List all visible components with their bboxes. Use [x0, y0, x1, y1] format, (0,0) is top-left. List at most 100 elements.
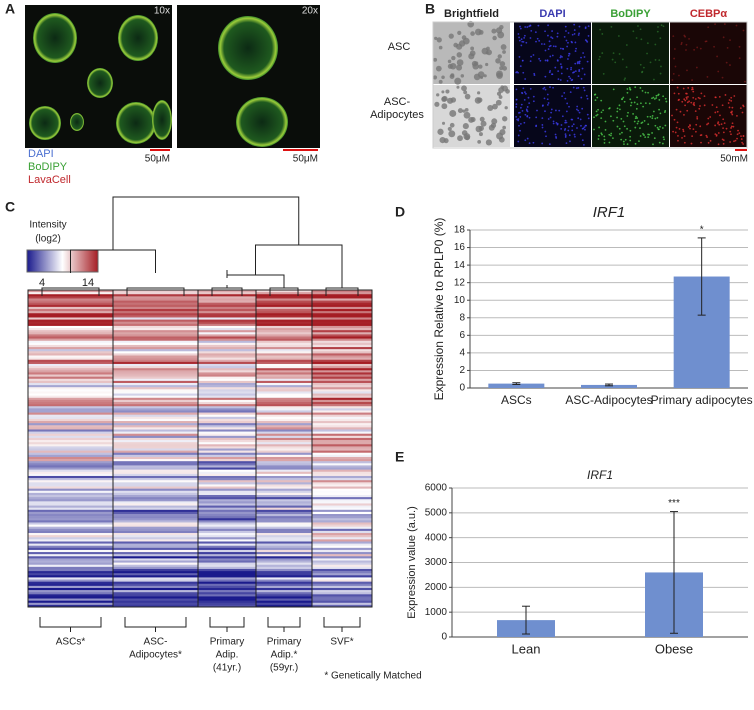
micrograph-speck [457, 108, 463, 114]
heatmap-row [28, 304, 113, 308]
micrograph-speck [722, 131, 725, 134]
heatmap-row [28, 361, 113, 365]
heatmap-row [28, 585, 113, 589]
micrograph-speck [555, 122, 558, 124]
micrograph-speck [597, 138, 600, 140]
heatmap-row [312, 583, 372, 587]
heatmap-row [113, 480, 198, 483]
heatmap-row [256, 450, 312, 454]
micrograph-speck [707, 122, 710, 125]
heatmap-row [256, 516, 312, 519]
heatmap-row [256, 583, 312, 587]
heatmap-row [198, 311, 256, 314]
heatmap-row [312, 399, 372, 403]
heatmap-row [312, 361, 372, 365]
heatmap-row [28, 520, 113, 523]
micrograph-speck [707, 26, 710, 29]
heatmap-row [256, 598, 312, 601]
heatmap-row [28, 467, 113, 470]
y-tick-label: 6000 [425, 483, 448, 494]
micrograph-speck [634, 86, 637, 89]
heatmap-row [198, 330, 256, 333]
heatmap-row [28, 440, 113, 443]
micrograph-speck [629, 139, 632, 142]
heatmap-row [28, 478, 113, 481]
heatmap-row [256, 454, 312, 458]
heatmap-row [256, 359, 312, 363]
heatmap-row [113, 309, 198, 312]
heatmap-row [198, 366, 256, 369]
heatmap-row [113, 566, 198, 570]
micrograph-speck [565, 39, 568, 42]
heatmap-row [198, 511, 256, 515]
heatmap-row [198, 473, 256, 477]
micrograph-speck [728, 99, 731, 101]
heatmap-row [256, 306, 312, 310]
heatmap-row [28, 416, 113, 420]
heatmap-row [198, 292, 256, 295]
micrograph-speck [518, 124, 520, 127]
heatmap-row [28, 296, 113, 299]
micrograph-speck [693, 48, 696, 51]
micrograph-speck [541, 124, 544, 126]
micrograph-speck [677, 139, 679, 142]
heatmap-row [312, 604, 372, 608]
micrograph-speck [610, 25, 613, 28]
heatmap-row [28, 344, 113, 348]
micrograph-speck [578, 70, 581, 73]
micrograph-speck [463, 111, 471, 119]
heatmap-row [113, 395, 198, 399]
heatmap-row [28, 598, 113, 601]
cell [33, 13, 77, 63]
micrograph-speck [456, 43, 463, 50]
heatmap-row [113, 387, 198, 390]
y-tick-label: 18 [454, 225, 466, 236]
heatmap-row [198, 494, 256, 498]
heatmap-row [113, 558, 198, 561]
micrograph-speck [569, 91, 572, 93]
heatmap-row [28, 421, 113, 424]
micrograph-speck [719, 114, 721, 117]
heatmap-row [198, 361, 256, 365]
row-label: ASC [388, 41, 411, 53]
micrograph-speck [646, 42, 649, 45]
micrograph-speck [647, 136, 650, 139]
micrograph-speck [492, 35, 497, 41]
micrograph-speck [648, 102, 651, 105]
heatmap-row [28, 562, 113, 566]
heatmap-row [198, 302, 256, 306]
micrograph-speck [552, 120, 555, 123]
micrograph-speck [435, 65, 442, 72]
micrograph-speck [730, 133, 732, 136]
heatmap-row [28, 294, 113, 297]
micrograph-speck [656, 30, 659, 33]
heatmap-row [28, 393, 113, 396]
heatmap-row [113, 579, 198, 582]
micrograph-speck [578, 60, 580, 63]
heatmap-row [256, 437, 312, 441]
micrograph-speck [577, 34, 580, 36]
heatmap-row [113, 300, 198, 303]
micrograph-speck [604, 120, 607, 123]
micrograph-speck [488, 124, 495, 131]
heatmap-row [256, 562, 312, 566]
micrograph-speck [573, 133, 576, 136]
micrograph-speck [658, 59, 661, 62]
micrograph-speck [699, 125, 702, 128]
micrograph-speck [515, 115, 518, 118]
micrograph-speck [461, 130, 468, 136]
micrograph-speck [496, 132, 504, 140]
heatmap-row [113, 511, 198, 515]
micrograph-speck [571, 33, 574, 36]
micrograph-speck [517, 118, 520, 120]
micrograph-speck [566, 67, 569, 70]
magnification: 10x [154, 6, 170, 17]
micrograph-speck [559, 63, 562, 66]
micrograph-speck [564, 97, 567, 100]
micrograph-speck [636, 117, 639, 119]
heatmap-row [113, 302, 198, 306]
heatmap-row [198, 482, 256, 485]
heatmap-row [312, 568, 372, 572]
micrograph-speck [639, 135, 642, 137]
micrograph-speck [595, 110, 598, 113]
